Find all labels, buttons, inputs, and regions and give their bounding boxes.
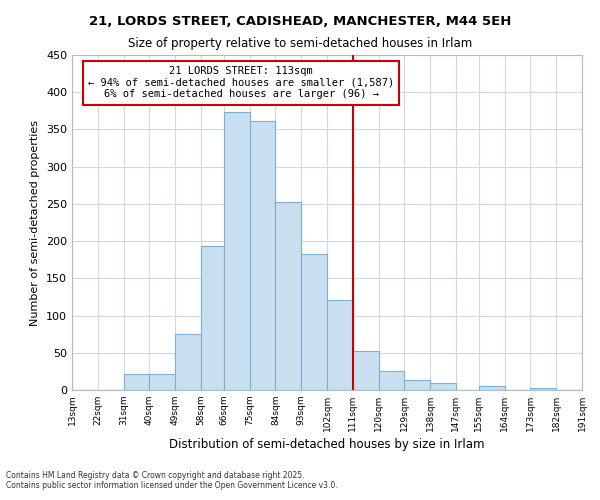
- Text: Contains HM Land Registry data © Crown copyright and database right 2025.
Contai: Contains HM Land Registry data © Crown c…: [6, 470, 338, 490]
- Bar: [201, 246, 224, 390]
- Bar: [224, 112, 250, 390]
- Text: 21, LORDS STREET, CADISHEAD, MANCHESTER, M44 5EH: 21, LORDS STREET, CADISHEAD, MANCHESTER,…: [89, 15, 511, 28]
- Bar: [124, 374, 149, 390]
- Bar: [175, 334, 201, 390]
- Text: Size of property relative to semi-detached houses in Irlam: Size of property relative to semi-detach…: [128, 38, 472, 51]
- Bar: [479, 386, 505, 390]
- Y-axis label: Number of semi-detached properties: Number of semi-detached properties: [31, 120, 40, 326]
- Bar: [149, 374, 175, 390]
- X-axis label: Distribution of semi-detached houses by size in Irlam: Distribution of semi-detached houses by …: [169, 438, 485, 451]
- Bar: [379, 372, 404, 390]
- Bar: [530, 388, 556, 390]
- Bar: [250, 120, 275, 390]
- Bar: [404, 380, 430, 390]
- Bar: [327, 300, 353, 390]
- Text: 21 LORDS STREET: 113sqm
← 94% of semi-detached houses are smaller (1,587)
6% of : 21 LORDS STREET: 113sqm ← 94% of semi-de…: [88, 66, 394, 100]
- Bar: [275, 202, 301, 390]
- Bar: [430, 384, 456, 390]
- Bar: [301, 254, 327, 390]
- Bar: [353, 350, 379, 390]
